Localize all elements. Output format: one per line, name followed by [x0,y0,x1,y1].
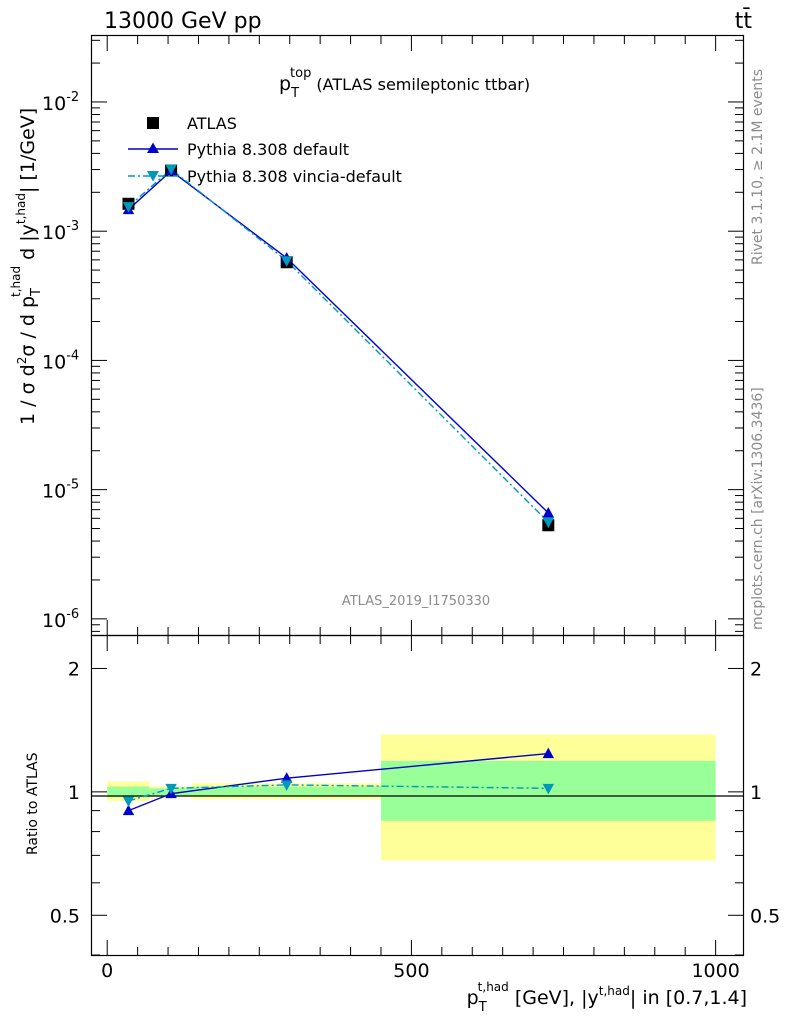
xtick-label: 1000 [691,960,739,982]
main-ytick-label: 10-6 [42,607,79,632]
ratio-band-stat-0 [107,786,150,798]
ratio-point-default-2 [280,772,293,783]
main-ytick-label: 10-3 [42,219,79,244]
ratio-ytick-label-left: 2 [68,658,80,680]
process-label: tt̄ [735,8,753,34]
ratio-ytick-label-left: 1 [68,782,80,804]
main-line-2 [128,168,549,523]
xtick-label: 500 [393,960,429,982]
mcplots-text: mcplots.cern.ch [arXiv:1306.3436] [750,387,766,630]
legend-marker-vincia [147,171,159,182]
main-point-vincia-2 [280,256,293,267]
ratio-line-2 [128,784,549,802]
axis-ticks [92,36,743,956]
legend-marker-default [147,142,159,153]
main-point-vincia-3 [542,517,555,529]
main-ytick-label: 10-2 [42,90,79,115]
ratio-point-vincia-3 [542,783,555,795]
analysis-watermark: ATLAS_2019_I1750330 [342,594,490,609]
main-line-1 [128,169,549,514]
legend-marker-atlas [147,117,159,129]
ratio-ylabel: Ratio to ATLAS [25,752,41,855]
ratio-point-default-3 [542,747,555,759]
ratio-point-vincia-2 [280,780,293,791]
main-point-default-3 [542,506,555,518]
main-series [122,164,555,532]
ratio-plot-frame [90,634,745,957]
ratio-ytick-label-left: 0.5 [50,905,80,927]
collision-label: 13000 GeV pp [104,9,262,34]
main-ylabel: 1 / σ d2σ / d pTt,had d |yt,had| [1/GeV] [9,108,44,425]
main-ytick-label: 10-5 [42,478,79,503]
ratio-ytick-label-right: 0.5 [750,905,780,927]
legend-label-vincia: Pythia 8.308 vincia-default [187,167,402,186]
ratio-ytick-label-right: 1 [750,782,762,804]
ratio-point-vincia-0 [122,796,135,807]
main-point-vincia-1 [165,164,177,176]
xtick-label: 0 [101,960,113,982]
legend-label-default: Pythia 8.308 default [187,140,349,159]
legend: ATLAS Pythia 8.308 default Pythia 8.308 … [128,114,402,186]
xlabel: pTt,had [GeV], |yt,had| in [0.7,1.4] [467,980,747,1015]
plot-title: pTtop (ATLAS semileptonic ttbar) [279,66,530,101]
main-ytick-labels: 10-6 10-5 10-4 10-3 10-2 [42,90,79,632]
ratio-point-default-0 [122,804,135,816]
ratio-uncertainty-bands [107,734,716,861]
ratio-point-vincia-1 [165,783,177,795]
ratio-series [122,747,555,816]
ratio-band-stat-2 [192,786,381,796]
rivet-version-text: Rivet 3.1.10, ≥ 2.1M events [750,69,766,265]
xtick-labels: 0 500 1000 [101,960,740,982]
legend-label-atlas: ATLAS [187,114,237,133]
main-point-vincia-0 [122,202,135,213]
main-ytick-label: 10-4 [42,348,79,373]
ratio-line-1 [128,752,549,812]
ratio-ytick-label-right: 2 [750,658,762,680]
ratio-ytick-labels: 0.5 0.5 1 1 2 2 [50,658,780,927]
